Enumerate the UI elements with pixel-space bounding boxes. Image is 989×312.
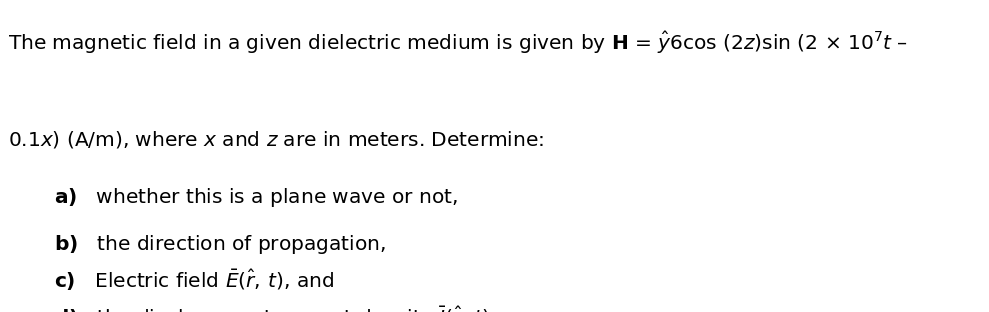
Text: $\mathbf{d)}$   the displacement current density $\bar{J}(\hat{r},\,t)$.: $\mathbf{d)}$ the displacement current d… (54, 305, 496, 312)
Text: $\mathbf{b)}$   the direction of propagation,: $\mathbf{b)}$ the direction of propagati… (54, 233, 386, 256)
Text: 0.1$x$) (A/m), where $x$ and $z$ are in meters. Determine:: 0.1$x$) (A/m), where $x$ and $z$ are in … (8, 129, 544, 150)
Text: $\mathbf{a)}$   whether this is a plane wave or not,: $\mathbf{a)}$ whether this is a plane wa… (54, 186, 458, 209)
Text: The magnetic field in a given dielectric medium is given by $\mathbf{H}$ = $\hat: The magnetic field in a given dielectric… (8, 30, 908, 56)
Text: $\mathbf{c)}$   Electric field $\bar{E}(\hat{r},\,t)$, and: $\mathbf{c)}$ Electric field $\bar{E}(\h… (54, 268, 334, 293)
